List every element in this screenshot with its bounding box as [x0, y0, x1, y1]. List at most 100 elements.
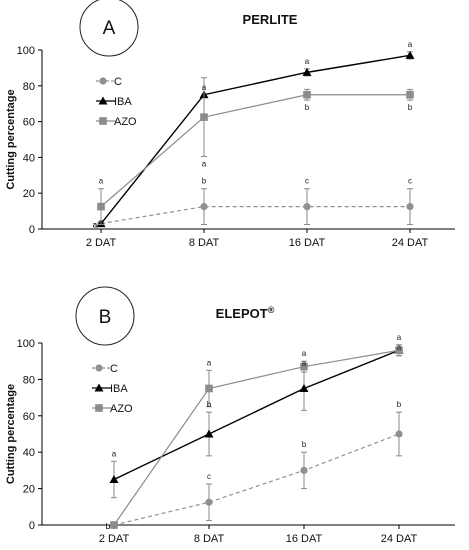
- data-point-iba: [98, 96, 108, 105]
- data-point-c: [205, 498, 213, 506]
- significance-letter: c: [207, 472, 211, 481]
- legend-label-iba: IBA: [110, 383, 128, 395]
- y-tick-label: 0: [29, 224, 35, 236]
- significance-letter: a: [397, 343, 402, 352]
- significance-letter: a: [93, 221, 98, 230]
- y-tick-label: 80: [23, 374, 35, 386]
- series-c: [97, 188, 414, 228]
- series-line-c: [113, 433, 400, 526]
- data-point-iba: [94, 383, 104, 392]
- legend-label-azo: AZO: [110, 403, 133, 415]
- series-line-azo: [100, 94, 410, 208]
- significance-letter: c: [408, 177, 412, 186]
- data-point-azo: [205, 384, 213, 393]
- x-tick-label: 8 DAT: [194, 533, 225, 545]
- x-tick-label: 16 DAT: [289, 237, 326, 249]
- significance-letter: b: [202, 177, 207, 186]
- data-point-azo: [395, 346, 403, 355]
- significance-letter: a: [202, 83, 207, 92]
- series-iba: [96, 50, 415, 228]
- y-axis-title: Cutting percentage: [5, 384, 17, 484]
- data-point-azo: [95, 404, 103, 412]
- series-line-c: [100, 206, 410, 225]
- data-point-iba: [204, 429, 214, 438]
- data-point-azo: [99, 117, 107, 125]
- x-tick-label: 2 DAT: [99, 533, 130, 545]
- data-point-c: [95, 364, 103, 372]
- significance-letter: a: [207, 358, 212, 367]
- y-tick-label: 0: [29, 520, 35, 532]
- series-azo: [97, 77, 414, 226]
- significance-letter: b: [408, 103, 413, 112]
- series-line-iba: [100, 54, 411, 225]
- significance-letter: b: [397, 400, 402, 409]
- y-tick-label: 20: [23, 188, 35, 200]
- data-point-azo: [406, 90, 414, 99]
- legend-label-c: C: [110, 363, 118, 375]
- significance-letter: a: [99, 177, 104, 186]
- data-point-azo: [300, 362, 308, 371]
- significance-letter: b: [207, 400, 212, 409]
- significance-letter: b: [106, 522, 111, 531]
- data-point-c: [300, 466, 308, 474]
- y-tick-label: 60: [23, 411, 35, 423]
- data-point-azo: [97, 202, 105, 211]
- chart-title: ELEPOT®: [216, 305, 275, 321]
- significance-letter: c: [305, 177, 309, 186]
- panel-label: B: [99, 307, 112, 328]
- significance-letter: a: [408, 40, 413, 49]
- chart-panel-b: B ELEPOT® 0 20 40 60 80 100 2 DAT 8 DAT 16 DAT 24 D…: [5, 286, 455, 545]
- series-c: [110, 411, 403, 529]
- data-point-c: [303, 203, 311, 211]
- significance-letter: b: [106, 522, 111, 531]
- x-tick-label: 24 DAT: [381, 533, 418, 545]
- data-point-azo: [110, 521, 118, 529]
- series-iba: [109, 344, 404, 499]
- data-point-c: [395, 430, 403, 438]
- chart-title: PERLITE: [243, 12, 298, 27]
- y-tick-label: 60: [23, 117, 35, 129]
- chart-panel-a: A PERLITE 0 20 40 60 80 100 2 DAT 8 DAT 16 DAT 24 D…: [5, 0, 455, 249]
- series-azo: [110, 344, 403, 529]
- x-tick-label: 8 DAT: [189, 237, 220, 249]
- y-axis-title: Cutting percentage: [5, 89, 17, 189]
- y-tick-label: 40: [23, 447, 35, 459]
- data-point-iba: [109, 475, 119, 483]
- data-point-azo: [303, 90, 311, 99]
- y-tick-label: 20: [23, 484, 35, 496]
- chart-title-text: PERLITE: [243, 12, 298, 27]
- significance-letter: a: [302, 349, 307, 358]
- legend-label-azo: AZO: [114, 116, 137, 128]
- data-point-c: [99, 77, 107, 85]
- series-line-iba: [113, 349, 400, 481]
- significance-letter: a: [93, 221, 98, 230]
- data-point-iba: [405, 50, 415, 59]
- y-tick-label: 100: [17, 338, 35, 350]
- chart-title-text: ELEPOT: [216, 306, 268, 321]
- significance-letter: a: [112, 449, 117, 458]
- data-point-iba: [299, 384, 309, 392]
- x-tick-label: 2 DAT: [86, 237, 117, 249]
- y-tick-label: 40: [23, 152, 35, 164]
- y-tick-label: 80: [23, 81, 35, 93]
- y-tick-label: 100: [17, 45, 35, 57]
- data-point-c: [406, 203, 414, 211]
- legend-label-c: C: [114, 76, 122, 88]
- series-line-azo: [113, 349, 400, 526]
- panel-label-circle: [75, 286, 135, 346]
- x-tick-label: 24 DAT: [392, 237, 429, 249]
- data-point-c: [200, 203, 208, 211]
- significance-letter: a: [302, 359, 307, 368]
- significance-letter: a: [202, 160, 207, 169]
- significance-letter: b: [305, 103, 310, 112]
- chart-title-superscript: ®: [268, 305, 275, 315]
- panel-label-circle: [79, 0, 139, 57]
- data-point-azo: [200, 113, 208, 121]
- x-tick-label: 16 DAT: [286, 533, 323, 545]
- significance-letter: b: [302, 440, 307, 449]
- significance-letter: a: [397, 333, 402, 342]
- data-point-iba: [302, 67, 312, 76]
- significance-letter: a: [305, 57, 310, 66]
- panel-label: A: [103, 18, 116, 39]
